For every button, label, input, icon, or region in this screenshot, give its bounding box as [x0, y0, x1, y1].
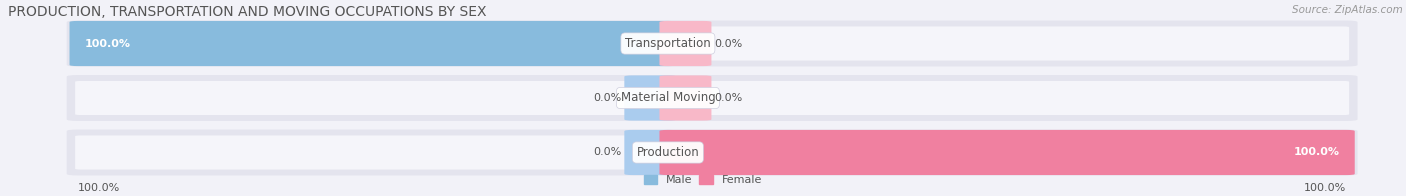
Text: 100.0%: 100.0%: [84, 38, 131, 48]
Text: Material Moving: Material Moving: [620, 92, 716, 104]
FancyBboxPatch shape: [624, 130, 676, 175]
FancyBboxPatch shape: [624, 75, 676, 121]
Text: Source: ZipAtlas.com: Source: ZipAtlas.com: [1292, 5, 1403, 15]
Text: 0.0%: 0.0%: [593, 148, 621, 158]
FancyBboxPatch shape: [66, 75, 1358, 121]
Text: 100.0%: 100.0%: [1294, 148, 1340, 158]
Text: 100.0%: 100.0%: [77, 183, 120, 193]
FancyBboxPatch shape: [66, 130, 1358, 175]
FancyBboxPatch shape: [659, 130, 1355, 175]
Text: 0.0%: 0.0%: [593, 93, 621, 103]
FancyBboxPatch shape: [659, 21, 711, 66]
FancyBboxPatch shape: [69, 21, 676, 66]
FancyBboxPatch shape: [66, 21, 1358, 66]
FancyBboxPatch shape: [75, 26, 1350, 61]
Text: Production: Production: [637, 146, 699, 159]
Text: 0.0%: 0.0%: [714, 93, 742, 103]
FancyBboxPatch shape: [75, 135, 1350, 170]
Text: 0.0%: 0.0%: [714, 38, 742, 48]
Text: 100.0%: 100.0%: [1303, 183, 1347, 193]
Text: PRODUCTION, TRANSPORTATION AND MOVING OCCUPATIONS BY SEX: PRODUCTION, TRANSPORTATION AND MOVING OC…: [7, 5, 486, 19]
FancyBboxPatch shape: [75, 81, 1350, 115]
Legend: Male, Female: Male, Female: [640, 170, 766, 190]
Text: Transportation: Transportation: [626, 37, 711, 50]
FancyBboxPatch shape: [659, 75, 711, 121]
